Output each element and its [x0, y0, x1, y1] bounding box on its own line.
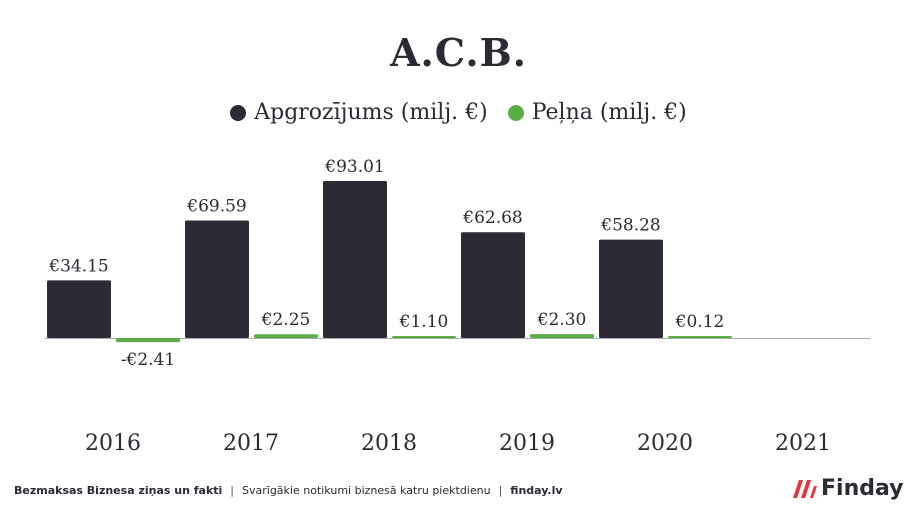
finday-logo[interactable]: Finday [793, 476, 904, 501]
legend-label-revenue: Apgrozījums (milj. €) [254, 100, 488, 125]
finday-logo-icon [793, 479, 817, 498]
x-tick-label-2021: 2021 [775, 431, 831, 456]
chart-title: A.C.B. [390, 30, 527, 75]
footer-text-1: Bezmaksas Biznesa ziņas un fakti [14, 484, 223, 497]
x-tick-label-2017: 2017 [223, 431, 279, 456]
revenue-bar-2016 [47, 280, 111, 338]
chart-legend: Apgrozījums (milj. €) Peļņa (milj. €) [0, 100, 917, 125]
profit-bar-2018 [392, 336, 456, 338]
footer: Bezmaksas Biznesa ziņas un fakti | Svarīgā… [14, 484, 563, 497]
revenue-label-2017: €69.59 [186, 197, 246, 217]
profit-label-2020: €0.12 [675, 312, 725, 332]
revenue-bar-2019 [461, 232, 525, 338]
revenue-label-2016: €34.15 [48, 256, 108, 276]
profit-label-2019: €2.30 [537, 310, 587, 330]
x-tick-label-2018: 2018 [361, 431, 417, 456]
profit-bar-2016 [116, 338, 180, 343]
x-tick-label-2020: 2020 [637, 431, 693, 456]
bar-chart: €34.15 -€2.41 2016 €69.59 €2.25 2017 €93.01 €1.… [45, 157, 870, 456]
profit-label-2016: -€2.41 [121, 350, 175, 370]
logo-text: Finday [821, 476, 904, 501]
legend-item-profit: Peļņa (milj. €) [507, 100, 687, 125]
profit-bar-2019 [530, 334, 594, 338]
legend-dot-revenue [230, 104, 247, 121]
x-tick-label-2019: 2019 [499, 431, 555, 456]
revenue-label-2018: €93.01 [324, 157, 384, 177]
legend-label-profit: Peļņa (milj. €) [531, 100, 687, 125]
revenue-bar-2020 [599, 239, 663, 338]
footer-separator-2: | [498, 484, 503, 497]
revenue-bar-2018 [323, 181, 387, 338]
x-tick-label-2016: 2016 [85, 431, 141, 456]
revenue-label-2019: €62.68 [462, 208, 522, 228]
footer-text-2: Svarīgākie notikumi biznesā katru piektd… [242, 484, 491, 497]
profit-label-2017: €2.25 [261, 310, 311, 330]
profit-bar-2020 [668, 336, 732, 338]
revenue-label-2020: €58.28 [600, 216, 660, 236]
legend-item-revenue: Apgrozījums (milj. €) [230, 100, 488, 125]
profit-label-2018: €1.10 [399, 312, 449, 332]
revenue-bar-2017 [185, 220, 249, 338]
footer-link[interactable]: finday.lv [510, 484, 563, 497]
legend-dot-profit [507, 104, 524, 121]
profit-bar-2017 [254, 334, 318, 338]
footer-separator-1: | [230, 484, 235, 497]
